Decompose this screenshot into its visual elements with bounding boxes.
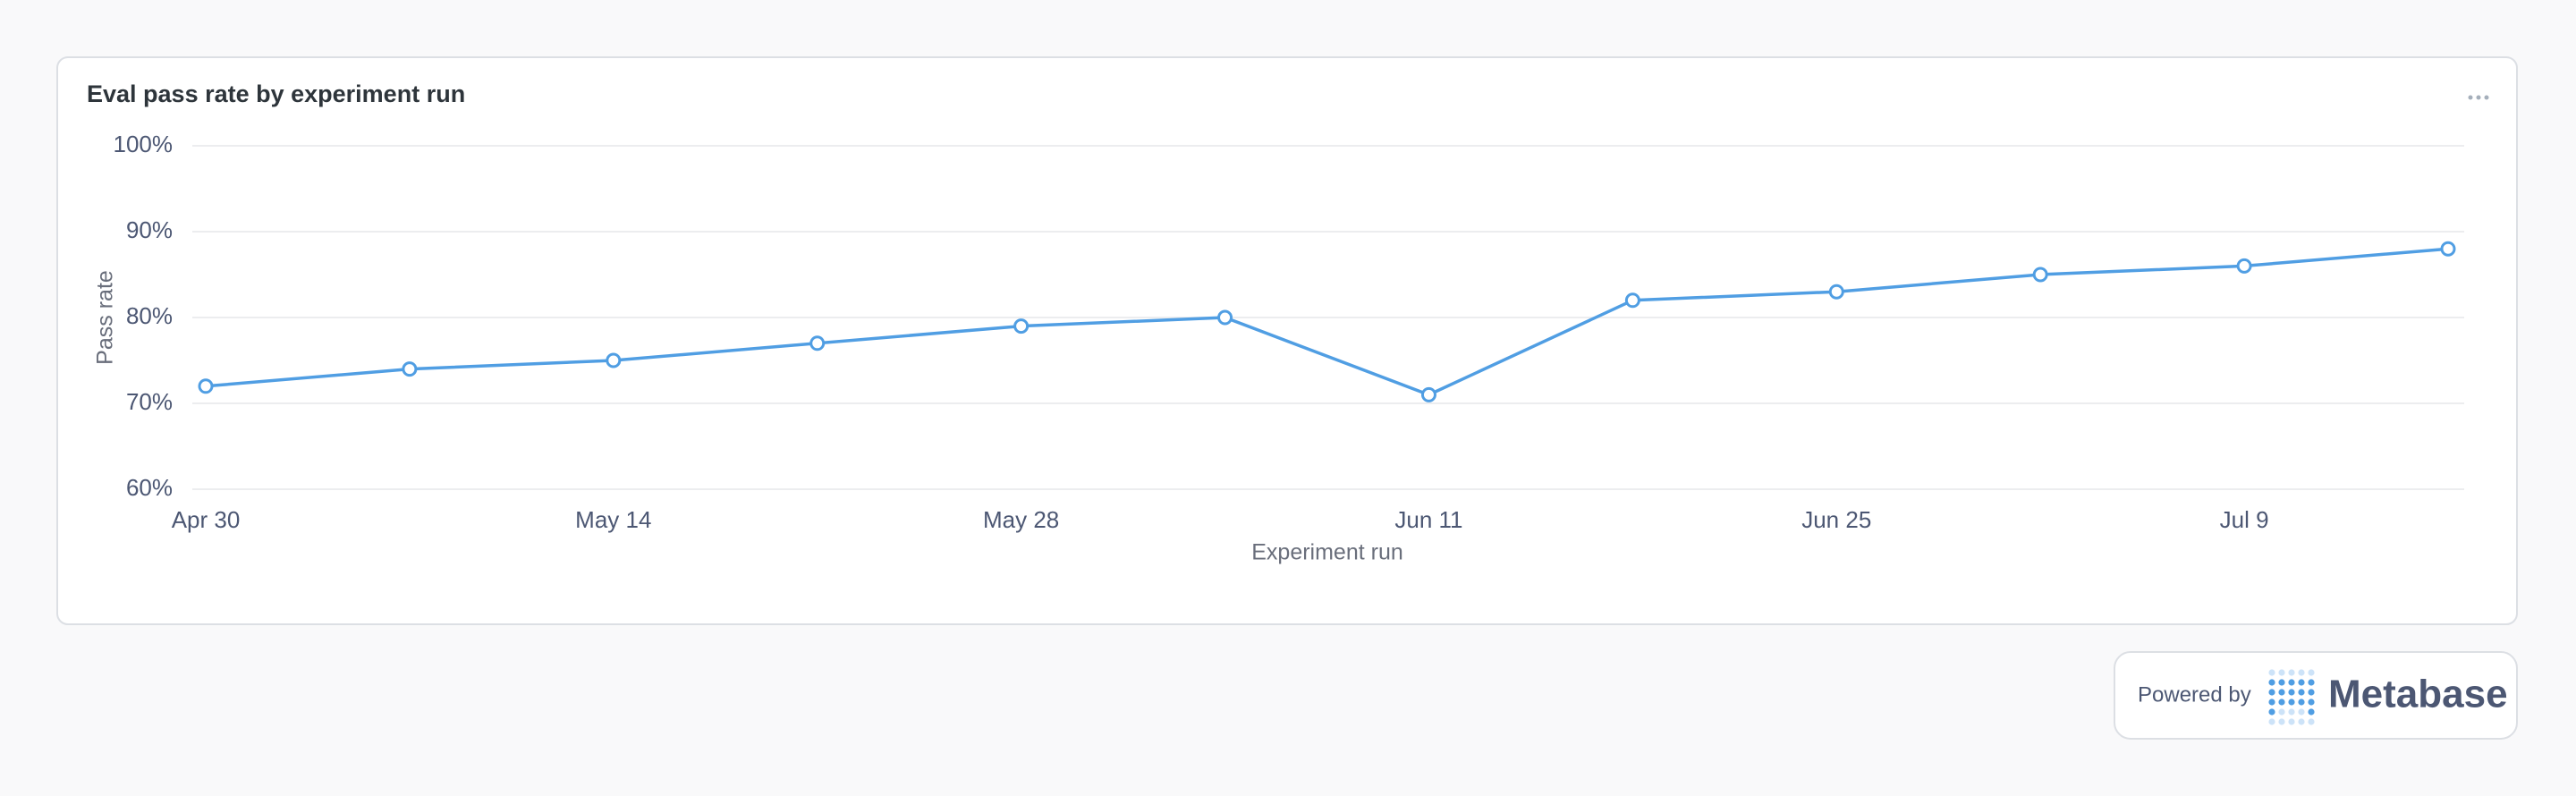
data-point <box>1013 318 1030 334</box>
data-point <box>809 335 826 351</box>
logo-dot <box>2308 718 2315 725</box>
logo-dot <box>2278 699 2285 706</box>
brand-name: Metabase <box>2328 673 2508 716</box>
logo-dot <box>2268 718 2275 725</box>
data-point <box>2032 267 2048 283</box>
more-menu[interactable] <box>2468 95 2489 100</box>
logo-dot <box>2268 699 2275 706</box>
y-tick-label: 90% <box>126 216 173 243</box>
logo-dot <box>2298 679 2305 686</box>
y-tick-label: 70% <box>126 388 173 415</box>
chart-title: Eval pass rate by experiment run <box>87 80 465 107</box>
data-point <box>198 378 214 394</box>
logo-dot <box>2298 718 2305 725</box>
x-tick-label: Apr 30 <box>172 506 241 533</box>
x-axis-title: Experiment run <box>1251 540 1403 565</box>
x-tick-label: Jun 25 <box>1801 506 1871 533</box>
logo-dot <box>2278 689 2285 696</box>
y-axis-title: Pass rate <box>93 270 118 365</box>
logo-dot <box>2268 689 2275 696</box>
logo-dot <box>2278 679 2285 686</box>
x-tick-label: May 14 <box>575 506 651 533</box>
logo-dot <box>2308 669 2315 676</box>
logo-dot <box>2268 669 2275 676</box>
powered-by-text: Powered by <box>2138 682 2251 707</box>
logo-dot <box>2288 699 2295 706</box>
series-line <box>205 247 2449 397</box>
menu-dot <box>2484 95 2489 100</box>
logo-dot <box>2288 669 2295 676</box>
x-tick-label: May 28 <box>983 506 1059 533</box>
y-tick-label: 60% <box>126 474 173 501</box>
y-tick-label: 80% <box>126 302 173 329</box>
data-point <box>1420 386 1436 402</box>
logo-dot <box>2268 679 2275 686</box>
logo-dot <box>2278 708 2285 716</box>
logo-dot <box>2288 679 2295 686</box>
x-tick-label: Jun 11 <box>1394 506 1462 533</box>
logo-dot <box>2288 689 2295 696</box>
menu-dot <box>2476 95 2481 100</box>
logo-dot <box>2298 669 2305 676</box>
logo-dot <box>2298 699 2305 706</box>
y-tick-label: 100% <box>114 131 174 157</box>
menu-dot <box>2468 95 2473 100</box>
logo-dot <box>2288 718 2295 725</box>
data-point <box>1828 284 1844 300</box>
logo-dot <box>2298 708 2305 716</box>
data-point <box>606 352 622 368</box>
data-point <box>1624 292 1640 309</box>
logo-dot <box>2268 708 2275 716</box>
logo-dot <box>2308 679 2315 686</box>
logo-dot <box>2308 708 2315 716</box>
data-point <box>2440 241 2456 257</box>
x-tick-label: Jul 9 <box>2220 506 2269 533</box>
data-point <box>1217 309 1233 326</box>
data-point <box>2236 258 2252 274</box>
logo-dot <box>2278 669 2285 676</box>
metabase-logo <box>2268 669 2315 725</box>
logo-dot <box>2278 718 2285 725</box>
logo-dot <box>2288 708 2295 716</box>
powered-by-badge[interactable] <box>2114 651 2518 740</box>
data-point <box>402 361 418 377</box>
logo-dot <box>2308 699 2315 706</box>
logo-dot <box>2308 689 2315 696</box>
logo-dot <box>2298 689 2305 696</box>
